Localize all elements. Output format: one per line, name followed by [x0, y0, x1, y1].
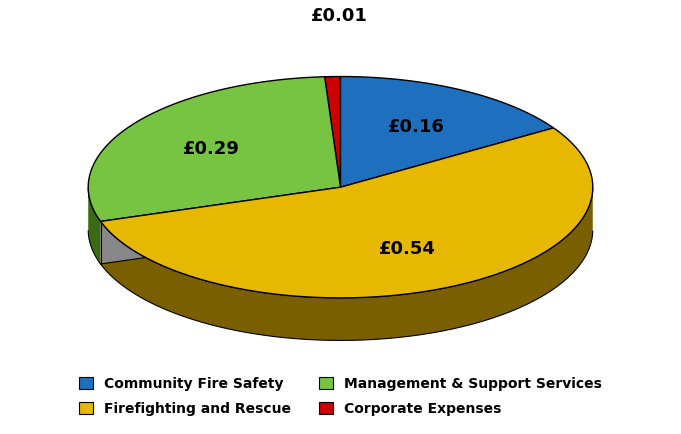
Polygon shape — [101, 189, 592, 340]
Polygon shape — [325, 76, 340, 187]
Legend: Community Fire Safety, Firefighting and Rescue, Management & Support Services, C: Community Fire Safety, Firefighting and … — [72, 370, 609, 423]
Polygon shape — [101, 128, 592, 298]
Polygon shape — [340, 76, 554, 187]
Polygon shape — [89, 188, 101, 264]
Polygon shape — [89, 77, 340, 221]
Text: £0.01: £0.01 — [311, 7, 367, 25]
Text: £0.54: £0.54 — [379, 240, 436, 258]
Text: £0.16: £0.16 — [387, 118, 444, 136]
Text: £0.29: £0.29 — [183, 140, 240, 158]
Polygon shape — [101, 187, 340, 264]
